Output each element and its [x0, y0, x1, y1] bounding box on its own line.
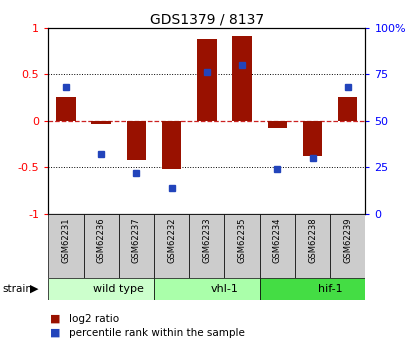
- Text: GSM62233: GSM62233: [202, 217, 211, 263]
- Bar: [338, 97, 357, 121]
- Bar: [119, 214, 154, 278]
- Text: wild type: wild type: [93, 284, 144, 294]
- Bar: [197, 39, 217, 121]
- Bar: [154, 278, 260, 300]
- Bar: [154, 214, 189, 278]
- Text: ■: ■: [50, 328, 61, 338]
- Bar: [260, 214, 295, 278]
- Text: vhl-1: vhl-1: [210, 284, 239, 294]
- Text: hif-1: hif-1: [318, 284, 342, 294]
- Bar: [48, 214, 84, 278]
- Text: GSM62231: GSM62231: [61, 217, 71, 263]
- Bar: [127, 121, 146, 160]
- Bar: [92, 121, 111, 125]
- Bar: [162, 121, 181, 169]
- Bar: [260, 278, 365, 300]
- Bar: [303, 121, 322, 156]
- Bar: [232, 36, 252, 121]
- Text: ■: ■: [50, 314, 61, 324]
- Text: GSM62238: GSM62238: [308, 217, 317, 263]
- Text: ▶: ▶: [30, 284, 39, 294]
- Bar: [189, 214, 224, 278]
- Text: GSM62232: GSM62232: [167, 217, 176, 263]
- Text: GSM62239: GSM62239: [343, 217, 352, 263]
- Text: GSM62237: GSM62237: [132, 217, 141, 263]
- Bar: [48, 278, 154, 300]
- Text: log2 ratio: log2 ratio: [69, 314, 119, 324]
- Bar: [330, 214, 365, 278]
- Bar: [84, 214, 119, 278]
- Bar: [56, 97, 76, 121]
- Bar: [295, 214, 330, 278]
- Text: strain: strain: [2, 284, 32, 294]
- Title: GDS1379 / 8137: GDS1379 / 8137: [150, 12, 264, 27]
- Text: GSM62236: GSM62236: [97, 217, 106, 263]
- Text: percentile rank within the sample: percentile rank within the sample: [69, 328, 245, 338]
- Text: GSM62234: GSM62234: [273, 217, 282, 263]
- Bar: [268, 121, 287, 128]
- Bar: [224, 214, 260, 278]
- Text: GSM62235: GSM62235: [238, 217, 247, 263]
